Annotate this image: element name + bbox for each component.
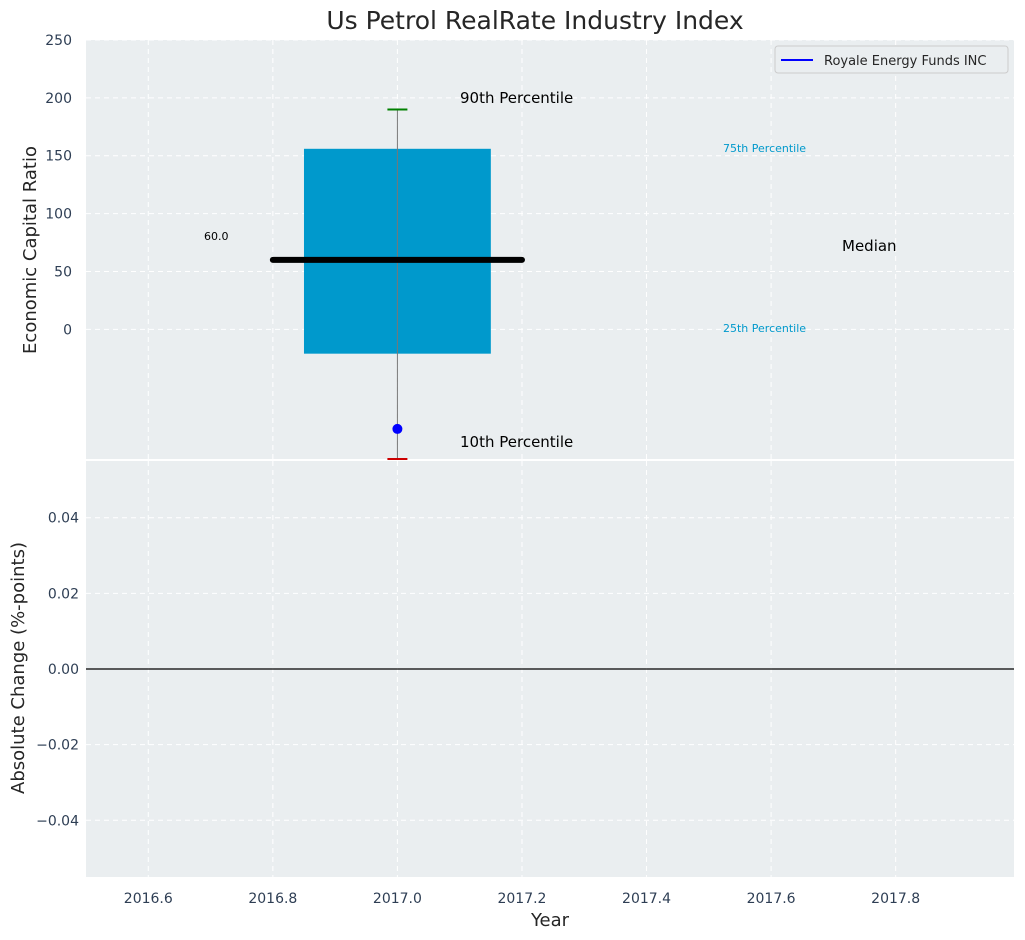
top-y-tick-label: 200 (45, 91, 72, 107)
chart-title: Us Petrol RealRate Industry Index (326, 6, 743, 35)
top-y-tick-label: 100 (45, 207, 72, 223)
x-tick-label: 2017.8 (871, 891, 920, 907)
x-tick-label: 2017.2 (497, 891, 546, 907)
annotation-median-value: 60.0 (204, 230, 229, 243)
top-plot-background (86, 40, 1014, 459)
x-tick-label: 2017.6 (747, 891, 796, 907)
x-axis-label: Year (530, 910, 570, 931)
top-y-tick-label: 250 (45, 33, 72, 49)
annotation-p10: 10th Percentile (460, 433, 573, 451)
bottom-y-tick-label: −0.02 (36, 738, 79, 754)
x-tick-label: 2017.0 (373, 891, 422, 907)
x-tick-label: 2016.8 (248, 891, 297, 907)
annotation-p25: 25th Percentile (723, 322, 806, 335)
bottom-y-tick-label: 0.04 (48, 511, 79, 527)
bottom-y-axis-label: Absolute Change (%-points) (8, 542, 29, 794)
bottom-panel: −0.04 −0.02 0.00 0.02 0.04 2016.6 2016.8 2017.… (8, 461, 1014, 931)
bottom-y-tick-label: 0.02 (48, 586, 79, 602)
legend: Royale Energy Funds INC (774, 45, 1009, 74)
annotation-p75: 75th Percentile (723, 142, 806, 155)
legend-box (774, 45, 1009, 74)
top-y-tick-label: 150 (45, 149, 72, 165)
annotation-median: Median (842, 237, 897, 255)
top-grid (86, 39, 1014, 459)
top-y-axis-label: Economic Capital Ratio (20, 146, 41, 354)
top-marks (269, 108, 525, 460)
x-tick-label: 2016.6 (124, 891, 173, 907)
bottom-x-tick-labels: 2016.6 2016.8 2017.0 2017.2 2017.4 2017.6 2017… (124, 891, 920, 907)
legend-label: Royale Energy Funds INC (824, 54, 987, 69)
top-y-tick-label: 0 (63, 322, 72, 338)
bottom-y-tick-label: −0.04 (36, 813, 79, 829)
top-y-tick-labels: 0 50 100 150 200 250 (45, 33, 72, 338)
company-point (392, 423, 403, 434)
top-y-tick-label: 50 (54, 264, 72, 280)
bottom-y-tick-label: 0.00 (48, 662, 79, 678)
bottom-y-tick-labels: −0.04 −0.02 0.00 0.02 0.04 (36, 511, 79, 830)
x-tick-label: 2017.4 (622, 891, 671, 907)
top-panel: 0 50 100 150 200 250 Us Petrol RealRate Indus… (20, 6, 1014, 460)
annotation-p90: 90th Percentile (460, 89, 573, 107)
